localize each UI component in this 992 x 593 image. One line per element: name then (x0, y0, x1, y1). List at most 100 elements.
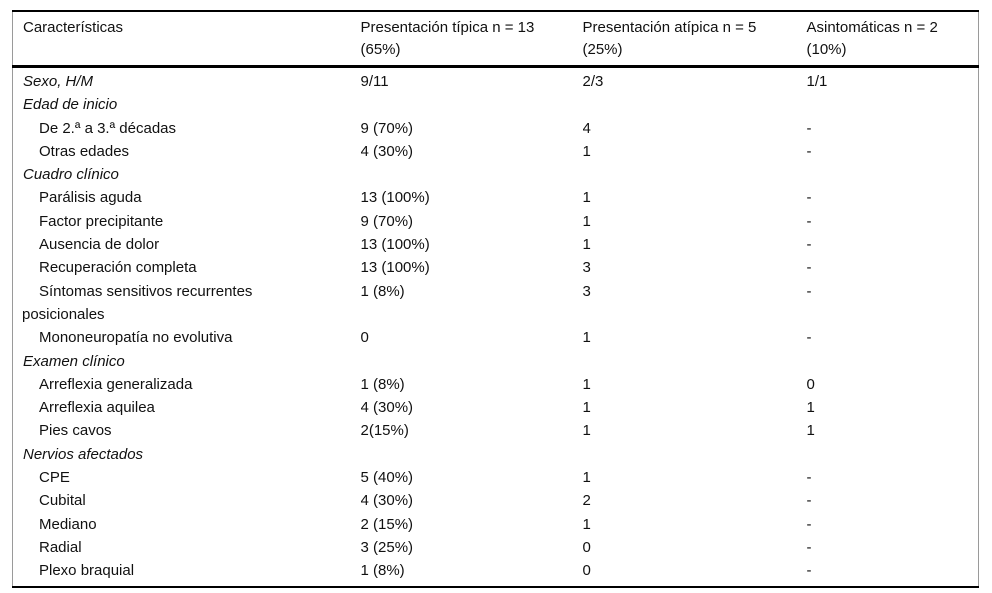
cell-value: 3 (582, 259, 591, 277)
cell-value: 2 (15%) (360, 515, 414, 533)
cell-value: 2/3 (582, 73, 604, 90)
row-label: Sexo, H/M (23, 73, 94, 90)
table-row: Otras edades 4 (30%) 1 - (13, 140, 979, 163)
table-row: Parálisis aguda 13 (100%) 1 - (13, 186, 979, 209)
cell-value: - (806, 189, 812, 207)
cell-value: 1 (582, 329, 591, 347)
section-row: Cuadro clínico (13, 163, 979, 186)
table-row: Ausencia de dolor 13 (100%) 1 - (13, 233, 979, 256)
cell-value: 1 (8%) (360, 282, 405, 300)
header-row: Características Presentación típica n = … (12, 11, 979, 68)
row-label: Radial (39, 538, 82, 556)
cell-value: 13 (100%) (360, 236, 430, 254)
cell-value: 0 (806, 375, 815, 393)
cell-value: 1 (8%) (360, 375, 405, 393)
column-header-sub: (25%) (582, 41, 623, 58)
cell-value: - (806, 142, 812, 160)
cell-value: 1 (8%) (360, 562, 405, 580)
paper-table-figure: Características Presentación típica n = … (12, 10, 979, 588)
cell-value: - (806, 212, 812, 230)
section-label: Examen clínico (23, 352, 125, 370)
row-label: Arreflexia generalizada (39, 375, 193, 393)
row-label: CPE (39, 469, 70, 487)
cell-value: - (806, 236, 812, 254)
cell-value: 1 (582, 212, 591, 230)
cell-value (807, 350, 979, 373)
cell-value (361, 350, 583, 373)
clinical-characteristics-table: Características Presentación típica n = … (12, 10, 979, 588)
cell-value (583, 443, 807, 466)
cell-value: - (806, 282, 812, 300)
section-row: Nervios afectados (13, 443, 979, 466)
table-row: Cubital 4 (30%) 2 - (13, 489, 979, 512)
cell-value: 9 (70%) (360, 212, 414, 230)
column-header-presentacion-tipica: Presentación típica n = 13 (65%) (360, 11, 583, 68)
row-label: Plexo braquial (39, 562, 135, 580)
cell-value (807, 443, 979, 466)
cell-value: - (806, 562, 812, 580)
cell-value: - (806, 259, 812, 277)
row-label: Otras edades (39, 142, 130, 160)
table-row: Recuperación completa 13 (100%) 3 - (13, 256, 979, 279)
cell-value: 1 (582, 189, 591, 207)
column-header-sub: (10%) (806, 41, 847, 58)
row-label: Pies cavos (39, 422, 112, 440)
table-row: Arreflexia generalizada 1 (8%) 1 0 (13, 373, 979, 396)
cell-value (807, 93, 979, 116)
cell-value: 2(15%) (360, 422, 409, 440)
cell-value: - (806, 492, 812, 510)
cell-value: - (806, 515, 812, 533)
table-row: Síntomas sensitivos recurrentes posicion… (13, 280, 979, 327)
cell-value: 0 (582, 562, 591, 580)
row-label: Parálisis aguda (39, 189, 142, 207)
table-row: Mononeuropatía no evolutiva 0 1 - (13, 326, 979, 349)
section-label: Edad de inicio (23, 96, 118, 114)
column-header-title: Asintomáticas n = 2 (806, 19, 938, 36)
column-header-title: Presentación atípica n = 5 (582, 19, 757, 36)
cell-value: 4 (30%) (360, 142, 414, 160)
cell-value: 1 (582, 515, 591, 533)
column-header-title: Presentación típica n = 13 (360, 19, 535, 36)
cell-value: - (806, 469, 812, 487)
row-label: Síntomas sensitivos recurrentes posicion… (22, 282, 253, 323)
cell-value: 1 (582, 236, 591, 254)
table-row: Factor precipitante 9 (70%) 1 - (13, 210, 979, 233)
section-row: Edad de inicio (13, 93, 979, 116)
table-row: Arreflexia aquilea 4 (30%) 1 1 (13, 396, 979, 419)
row-label: Cubital (39, 492, 86, 510)
row-label: Arreflexia aquilea (39, 399, 155, 417)
table-row: Radial 3 (25%) 0 - (13, 536, 979, 559)
cell-value: 1 (582, 399, 591, 417)
cell-value: 2 (582, 492, 591, 510)
cell-value (583, 93, 807, 116)
table-row: CPE 5 (40%) 1 - (13, 466, 979, 489)
cell-value: 1 (806, 399, 815, 417)
cell-value: 3 (25%) (360, 538, 414, 556)
cell-value: - (806, 538, 812, 556)
column-header-asintomaticas: Asintomáticas n = 2 (10%) (806, 11, 979, 68)
cell-value: 3 (582, 282, 591, 300)
row-label: Factor precipitante (39, 212, 164, 230)
row-label: Mononeuropatía no evolutiva (39, 329, 233, 347)
row-label: De 2.ª a 3.ª décadas (39, 119, 177, 137)
cell-value: 9 (70%) (360, 119, 414, 137)
cell-value: 1 (582, 422, 591, 440)
row-label: Recuperación completa (39, 259, 197, 277)
cell-value: 1/1 (806, 73, 828, 90)
table-row: Sexo, H/M 9/11 2/3 1/1 (13, 67, 979, 94)
section-label: Nervios afectados (23, 445, 144, 463)
column-header-sub: (65%) (360, 41, 401, 58)
column-header-caracteristicas: Características (12, 11, 361, 68)
cell-value: 5 (40%) (360, 469, 414, 487)
cell-value: 0 (582, 538, 591, 556)
cell-value (361, 163, 583, 186)
cell-value: - (806, 119, 812, 137)
cell-value: 4 (30%) (360, 399, 414, 417)
row-label: Ausencia de dolor (39, 236, 160, 254)
cell-value: 1 (582, 469, 591, 487)
cell-value (361, 93, 583, 116)
cell-value: 9/11 (360, 73, 389, 90)
cell-value: 13 (100%) (360, 189, 430, 207)
cell-value: 4 (582, 119, 591, 137)
cell-value: - (806, 329, 812, 347)
